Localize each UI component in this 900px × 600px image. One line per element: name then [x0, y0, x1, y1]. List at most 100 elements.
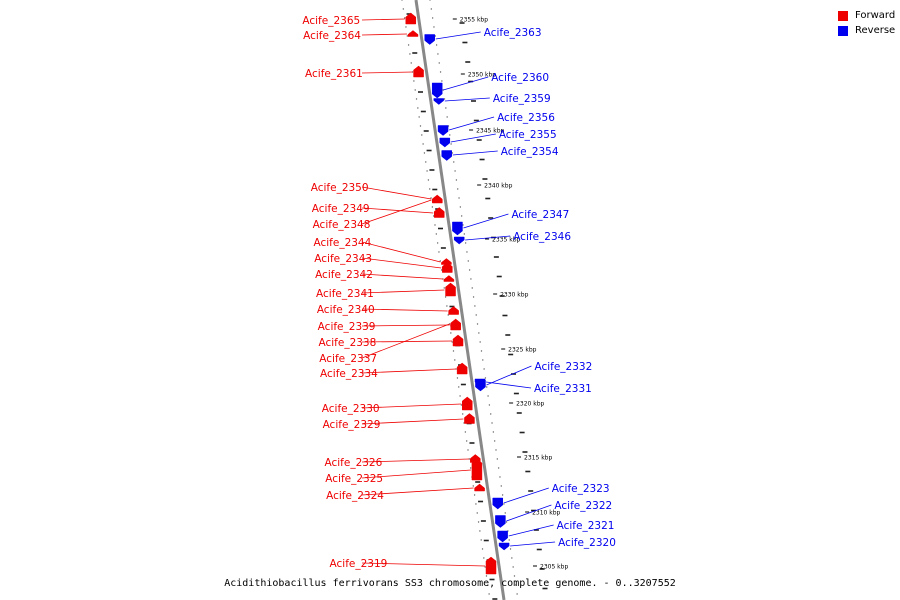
gene-glyph[interactable]	[495, 515, 506, 528]
guide-dot	[473, 494, 476, 496]
gene-label[interactable]: Acife_2348	[313, 219, 371, 231]
gene-features	[405, 12, 510, 575]
gene-label[interactable]: Acife_2339	[318, 321, 376, 333]
gene-glyph[interactable]	[497, 530, 508, 543]
gene-label[interactable]: Acife_2323	[552, 483, 610, 495]
guide-dot	[446, 116, 448, 118]
gene-glyph[interactable]	[471, 458, 483, 481]
gene-glyph[interactable]	[424, 34, 435, 45]
guide-dot	[465, 440, 468, 442]
guide-dot	[459, 206, 462, 208]
gene-glyph[interactable]	[448, 306, 459, 315]
gene-glyph[interactable]	[492, 497, 504, 510]
gene-label[interactable]: Acife_2356	[497, 112, 555, 124]
gene-label[interactable]: Acife_2320	[558, 537, 616, 549]
gene-glyph[interactable]	[452, 221, 463, 236]
gene-label[interactable]: Acife_2321	[557, 520, 615, 532]
gene-label[interactable]: Acife_2329	[323, 419, 381, 431]
gene-label[interactable]: Acife_2349	[312, 203, 370, 215]
gene-glyph[interactable]	[433, 207, 445, 218]
gene-glyph[interactable]	[456, 362, 468, 375]
gene-label[interactable]: Acife_2337	[319, 353, 377, 365]
guide-dot	[415, 98, 418, 100]
guide-dot	[430, 197, 432, 199]
gene-glyph[interactable]	[485, 556, 497, 575]
gene-label[interactable]: Acife_2338	[318, 337, 376, 349]
scale-label: 2340 kbp	[484, 183, 512, 190]
guide-dot	[413, 80, 415, 82]
guide-dot	[454, 359, 456, 361]
gene-label[interactable]: Acife_2343	[314, 253, 372, 265]
gene-label[interactable]: Acife_2331	[534, 383, 592, 395]
gene-glyph[interactable]	[407, 30, 419, 37]
gene-label[interactable]: Acife_2346	[513, 231, 571, 243]
gene-label[interactable]: Acife_2344	[313, 237, 371, 249]
gene-label[interactable]: Acife_2322	[554, 500, 612, 512]
gene-glyph[interactable]	[405, 12, 417, 25]
gene-label[interactable]: Acife_2365	[302, 15, 360, 27]
gene-glyph[interactable]	[453, 236, 465, 245]
gene-label[interactable]: Acife_2340	[317, 304, 375, 316]
gene-label[interactable]: Acife_2350	[311, 182, 369, 194]
gene-label[interactable]: Acife_2354	[501, 146, 559, 158]
gene-label[interactable]: Acife_2342	[315, 269, 373, 281]
gene-glyph[interactable]	[445, 282, 456, 297]
guide-dot	[456, 377, 459, 379]
guide-dot	[401, 0, 403, 1]
gene-label[interactable]: Acife_2363	[484, 27, 542, 39]
guide-dot	[437, 53, 439, 55]
label-leader	[361, 18, 405, 21]
gene-glyph[interactable]	[464, 413, 475, 424]
gene-label[interactable]: Acife_2364	[303, 30, 361, 42]
gene-label[interactable]: Acife_2360	[491, 72, 549, 84]
gene-label[interactable]: Acife_2326	[324, 457, 382, 469]
guide-dot	[410, 62, 412, 64]
guide-dot	[475, 503, 477, 505]
guide-dot	[454, 170, 456, 172]
guide-dot	[487, 584, 489, 586]
gene-label[interactable]: Acife_2361	[305, 68, 363, 80]
gene-glyph[interactable]	[433, 98, 445, 105]
gene-glyph[interactable]	[474, 378, 486, 387]
guide-dot	[474, 305, 476, 307]
label-leader	[508, 524, 554, 537]
gene-glyph[interactable]	[441, 150, 452, 161]
gene-label[interactable]: Acife_2347	[511, 209, 569, 221]
gene-label[interactable]: Acife_2359	[493, 93, 551, 105]
guide-dot	[440, 269, 443, 271]
gene-glyph[interactable]	[462, 396, 473, 411]
guide-dot	[460, 215, 463, 217]
gene-glyph[interactable]	[442, 262, 453, 273]
gene-label[interactable]: Acife_2332	[534, 361, 592, 373]
gene-glyph[interactable]	[452, 334, 464, 347]
gene-glyph[interactable]	[431, 82, 443, 99]
gene-label[interactable]: Acife_2324	[326, 490, 384, 502]
gene-glyph[interactable]	[443, 275, 455, 282]
gene-label[interactable]: Acife_2330	[322, 403, 380, 415]
gene-glyph[interactable]	[432, 195, 443, 204]
guide-dot	[458, 197, 460, 199]
guide-dot	[429, 0, 431, 1]
gene-glyph[interactable]	[450, 320, 461, 327]
label-leader	[361, 71, 413, 74]
gene-label[interactable]: Acife_2325	[325, 473, 383, 485]
gene-label[interactable]: Acife_2334	[320, 368, 378, 380]
guide-dot	[464, 431, 467, 433]
gene-glyph[interactable]	[439, 137, 451, 148]
guide-dot	[439, 71, 442, 73]
gene-label[interactable]: Acife_2355	[499, 129, 557, 141]
label-leader	[361, 323, 450, 359]
gene-glyph[interactable]	[437, 125, 449, 136]
gene-glyph[interactable]	[498, 542, 510, 551]
scale-label: 2350 kbp	[468, 72, 496, 79]
gene-glyph[interactable]	[474, 483, 485, 492]
legend-label: Reverse	[855, 25, 896, 36]
gene-label[interactable]: Acife_2319	[330, 558, 388, 570]
gene-label[interactable]: Acife_2341	[316, 288, 374, 300]
guide-dot	[441, 80, 443, 82]
guide-dot	[435, 44, 438, 46]
guide-dot	[471, 287, 473, 289]
guide-dot	[460, 404, 463, 406]
label-leader	[444, 97, 490, 102]
gene-glyph[interactable]	[413, 65, 424, 78]
